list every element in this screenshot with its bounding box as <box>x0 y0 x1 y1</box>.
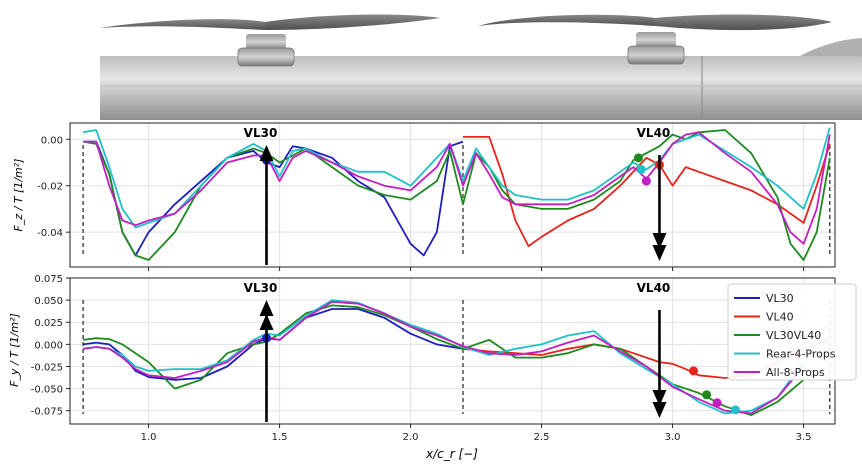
marker-rear-4-props <box>636 164 646 174</box>
marker-rear-4-props <box>730 405 740 415</box>
propeller-blade-left <box>100 19 265 30</box>
panel-fz: VL30 VL40 0.00 -0.02 -0.04 F_z / T [1/m²] <box>12 122 836 271</box>
annotation-label-vl40: VL40 <box>637 281 671 295</box>
panel-fy-dividers <box>82 300 831 414</box>
panel-fy-xlabel: x/c_r [−] <box>425 447 478 461</box>
panel-fy-arrows: VL30 VL40 <box>244 281 671 422</box>
panel-fz-arrows: VL30 VL40 <box>244 126 671 265</box>
series-line-rear-4-props <box>82 127 831 229</box>
arrow-head-up-2 <box>259 314 274 330</box>
nacelle-base <box>627 45 685 65</box>
y-tick-label: 0.000 <box>34 340 63 351</box>
legend-label-vl30: VL30 <box>766 292 794 305</box>
arrow-head-up <box>259 145 274 161</box>
panel-fz-grid <box>70 123 835 267</box>
propeller-hub <box>636 32 676 48</box>
x-tick-label: 3.0 <box>665 432 681 443</box>
panel-fy-series <box>82 299 831 417</box>
legend-box <box>727 283 857 381</box>
propeller-blade-left <box>478 14 655 26</box>
propeller-hub <box>246 34 286 50</box>
legend-label-all-8-props: All-8-Props <box>766 366 825 379</box>
panel-fy-ticks: 0.075 0.050 0.025 0.000 -0.025 -0.050 -0.075 1.… <box>31 274 812 443</box>
propeller-blade-right <box>265 14 440 30</box>
x-tick-label: 1.0 <box>141 432 157 443</box>
series-line-vl40 <box>463 136 831 247</box>
arrow-head-up <box>259 300 274 316</box>
y-tick-label: -0.050 <box>31 385 63 396</box>
annotation-label-vl40: VL40 <box>637 126 671 140</box>
x-tick-label: 2.0 <box>403 432 419 443</box>
marker-vl40 <box>689 366 699 376</box>
arrow-head-down <box>652 233 667 249</box>
y-tick-label: 0.050 <box>34 296 63 307</box>
legend-label-vl40: VL40 <box>766 311 794 324</box>
y-tick-label: -0.075 <box>31 407 63 418</box>
legend-label-vl30vl40: VL30VL40 <box>766 329 821 342</box>
panel-fz-ylabel: F_z / T [1/m²] <box>12 159 25 232</box>
legend-label-rear-4-props: Rear-4-Props <box>766 348 836 361</box>
marker-all-8-props <box>712 398 722 408</box>
panel-fy-markers <box>261 333 740 415</box>
arrow-head-down-2 <box>652 402 667 418</box>
arrow-head-down <box>652 390 667 406</box>
annotation-label-vl30: VL30 <box>244 281 278 295</box>
series-line-all-8-props <box>83 131 831 245</box>
panel-fy: VL30 VL40 0.075 0.050 0.025 0.000 -0.025 -0.05… <box>8 274 836 461</box>
y-tick-label: 0.00 <box>41 135 63 146</box>
series-line-all-8-props <box>82 301 805 415</box>
y-tick-label: 0.025 <box>34 318 63 329</box>
x-tick-label: 2.5 <box>534 432 550 443</box>
y-tick-label: 0.075 <box>34 274 63 285</box>
annotation-label-vl30: VL30 <box>244 126 278 140</box>
propeller-blade-right <box>655 14 832 31</box>
fuselage-body <box>100 56 862 120</box>
x-tick-label: 1.5 <box>272 432 288 443</box>
y-tick-label: -0.025 <box>31 362 63 373</box>
marker-vl30vl40 <box>702 390 712 400</box>
propeller-vl30 <box>100 14 440 67</box>
marker-vl30vl40 <box>634 153 644 163</box>
propeller-vl40 <box>478 14 832 65</box>
panel-fz-ticks: 0.00 -0.02 -0.04 <box>37 135 805 271</box>
y-tick-label: -0.02 <box>37 182 63 193</box>
y-tick-label: -0.04 <box>37 228 63 239</box>
series-line-rear-4-props <box>82 299 805 415</box>
aircraft-render <box>100 14 862 120</box>
panel-fz-series <box>82 127 831 261</box>
fuselage-nose-curve <box>800 38 862 56</box>
x-tick-label: 3.5 <box>796 432 812 443</box>
panel-fz-frame <box>69 122 836 268</box>
nacelle-base <box>237 47 295 67</box>
arrow-head-down-2 <box>652 245 667 261</box>
panel-fy-ylabel: F_y / T [1/m²] <box>8 313 21 387</box>
marker-all-8-props <box>641 176 651 186</box>
